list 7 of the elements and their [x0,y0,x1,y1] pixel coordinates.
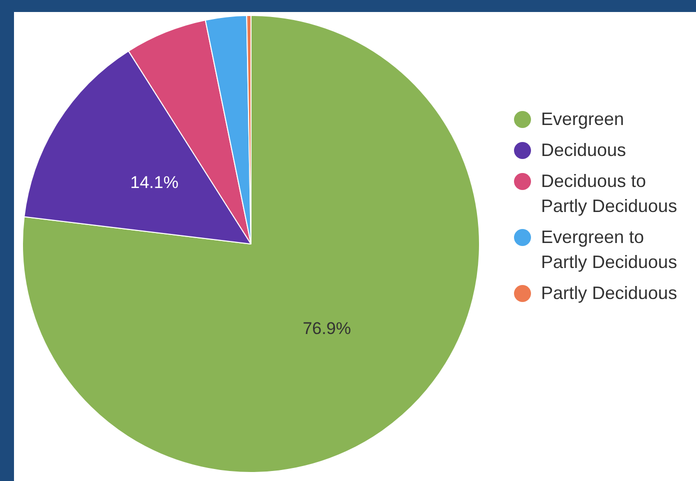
data-label: 76.9% [302,319,351,338]
legend-label: Deciduous [541,139,628,162]
data-label: 14.1% [130,172,178,192]
legend-label: Deciduous to Partly Deciduous [541,170,678,218]
legend-label: Partly Deciduous [541,282,678,305]
legend-label: Evergreen to Partly Deciduous [541,226,678,274]
legend-label: Evergreen [541,108,626,131]
